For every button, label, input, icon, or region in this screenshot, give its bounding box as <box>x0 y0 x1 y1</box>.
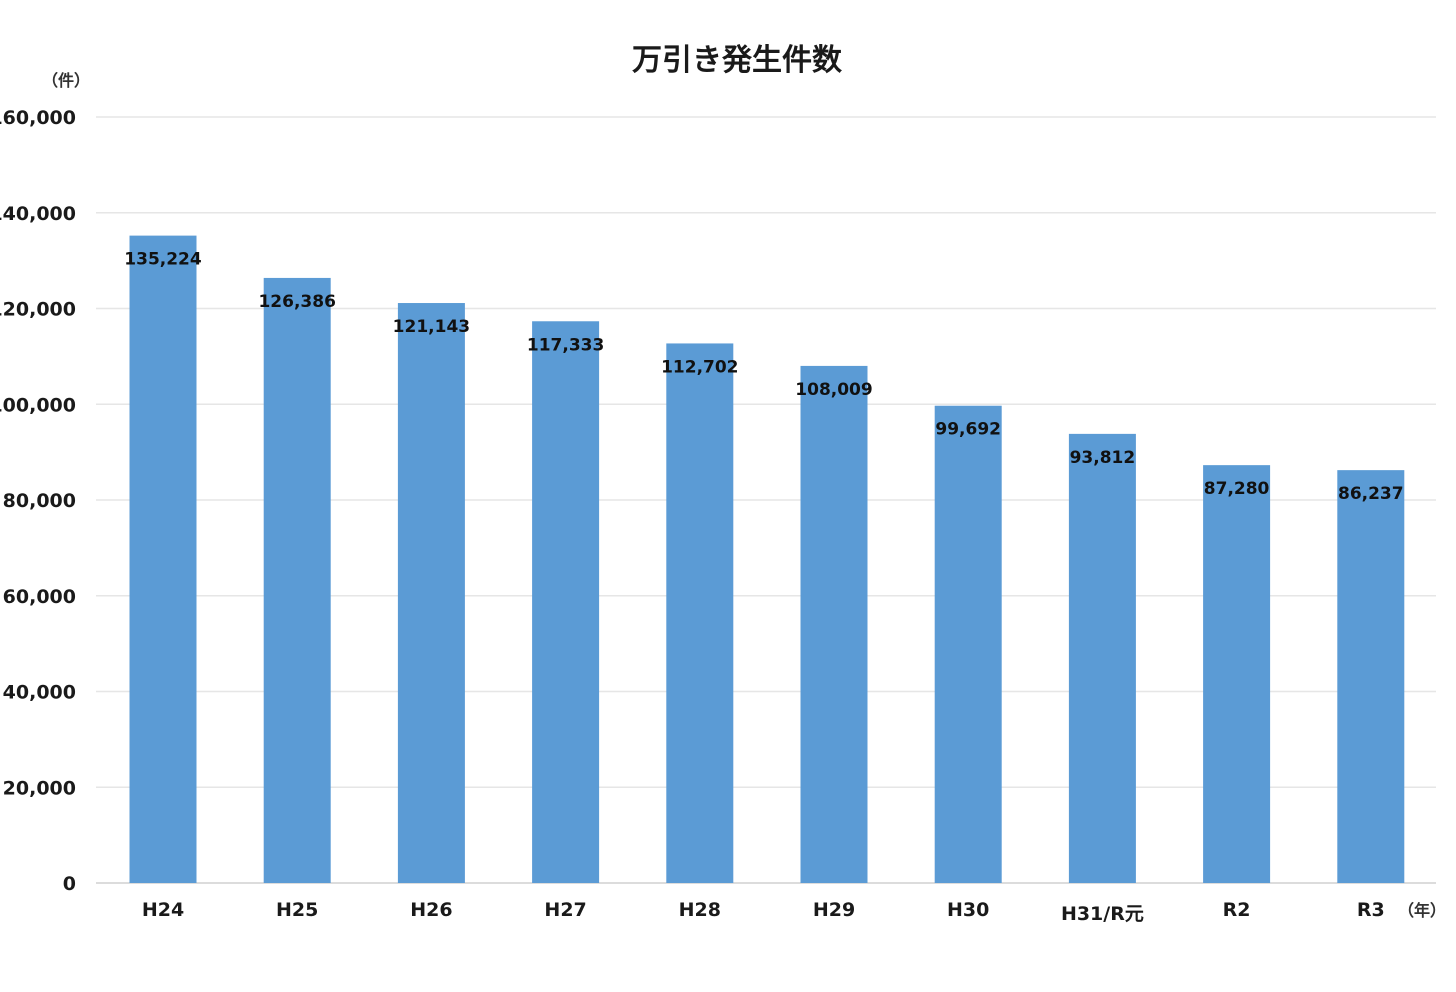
data-label: 121,143 <box>393 317 470 337</box>
y-tick-label: 160,000 <box>0 107 76 129</box>
x-axis-unit-label: （年） <box>1398 901 1446 920</box>
y-tick-label: 100,000 <box>0 394 76 416</box>
y-tick-label: 20,000 <box>3 777 76 799</box>
data-label: 93,812 <box>1070 448 1136 468</box>
bar <box>934 405 1002 883</box>
bar <box>532 321 600 883</box>
x-tick-label: R3 <box>1357 899 1385 921</box>
bar <box>666 343 734 883</box>
bar <box>1203 465 1271 883</box>
x-tick-label: R2 <box>1223 899 1251 921</box>
y-tick-label: 120,000 <box>0 299 76 321</box>
data-label: 87,280 <box>1204 479 1270 499</box>
y-tick-label: 40,000 <box>3 682 76 704</box>
x-tick-label: H29 <box>813 899 855 921</box>
data-label: 99,692 <box>935 420 1001 440</box>
x-tick-label: H26 <box>410 899 452 921</box>
y-axis-ticks: 0 20,000 40,000 60,000 80,000 100,000 120,000 1… <box>0 107 76 895</box>
y-tick-label: 80,000 <box>3 490 76 512</box>
chart-title: 万引き発生件数 <box>632 43 843 78</box>
bar <box>1337 470 1405 883</box>
data-label: 117,333 <box>527 335 604 355</box>
bar <box>1068 433 1136 883</box>
x-tick-label: H28 <box>679 899 721 921</box>
data-labels: 135,224 126,386 121,143 117,333 112,702 108,0… <box>124 250 1403 505</box>
data-label: 135,224 <box>124 250 202 270</box>
y-tick-label: 0 <box>63 873 76 895</box>
x-tick-label: H24 <box>142 899 184 921</box>
y-tick-label: 60,000 <box>3 586 76 608</box>
x-tick-label: H25 <box>276 899 318 921</box>
bar <box>263 277 331 884</box>
y-axis-unit-label: （件） <box>42 71 90 90</box>
data-label: 86,237 <box>1338 484 1404 504</box>
x-tick-label: H30 <box>947 899 989 921</box>
bar <box>129 235 197 883</box>
y-tick-label: 140,000 <box>0 203 76 225</box>
data-label: 126,386 <box>258 292 335 312</box>
bars <box>129 235 1405 884</box>
x-tick-label: H31/R元 <box>1061 903 1144 925</box>
x-axis-categories: H24 H25 H26 H27 H28 H29 H30 H31/R元 R2 R3 <box>142 899 1385 925</box>
bar <box>800 365 868 883</box>
data-label: 112,702 <box>661 357 738 377</box>
bar <box>397 303 465 883</box>
x-tick-label: H27 <box>544 899 586 921</box>
data-label: 108,009 <box>795 380 872 400</box>
